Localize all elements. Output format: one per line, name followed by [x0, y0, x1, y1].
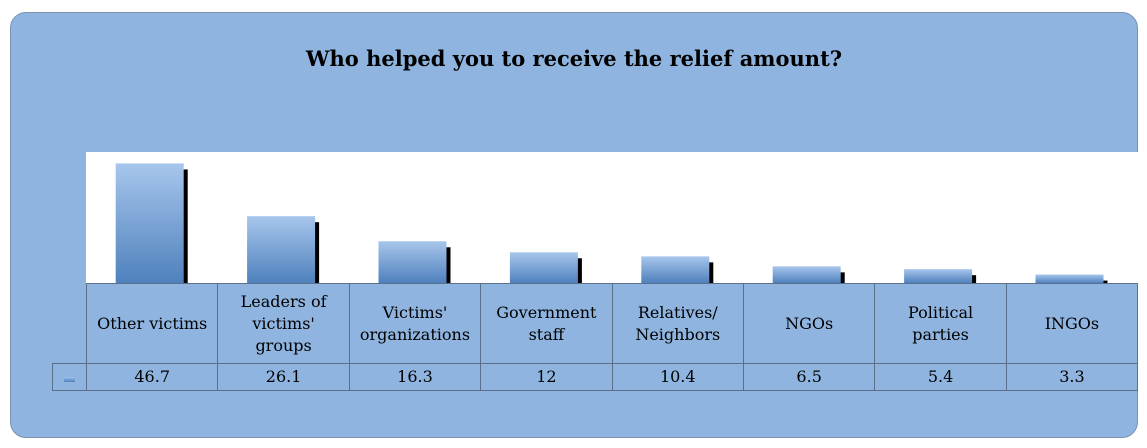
value-cell: 3.3	[1005, 363, 1139, 391]
value-cell: 6.5	[742, 363, 876, 391]
bar	[1035, 274, 1104, 283]
category-text: Leaders of	[240, 291, 327, 311]
chart-title: Who helped you to receive the relief amo…	[305, 46, 843, 71]
value-cell: 12	[480, 363, 613, 391]
category-text: victims'	[252, 313, 315, 333]
category-text: Other victims	[97, 313, 208, 333]
category-text: NGOs	[785, 313, 834, 333]
category-text: staff	[528, 324, 565, 344]
category-row: Other victims Leaders of victims' groups V…	[52, 283, 1139, 364]
table-corner	[52, 283, 87, 364]
category-label: Relatives/Neighbors	[611, 283, 744, 364]
category-label: NGOs	[742, 283, 876, 364]
value-cell: 46.7	[85, 363, 219, 391]
value-cell: 16.3	[348, 363, 482, 391]
category-label: Government staff	[480, 283, 613, 364]
category-label: Political parties	[874, 283, 1007, 364]
value-row: 46.7 26.1 16.3 12 10.4 6.5 5.4 3.3	[52, 363, 1139, 391]
category-label: Leaders of victims' groups	[217, 283, 350, 364]
bar	[641, 256, 710, 283]
bar	[247, 216, 316, 283]
value-cell: 10.4	[611, 363, 744, 391]
category-label: Other victims	[85, 283, 219, 364]
category-text: Victims'	[382, 302, 448, 322]
category-text: Government	[496, 302, 597, 322]
legend-key	[52, 363, 87, 391]
category-text: parties	[912, 324, 969, 344]
category-label: INGOs	[1005, 283, 1139, 364]
category-text: INGOs	[1044, 313, 1100, 333]
bar	[904, 269, 973, 283]
category-text: organizations	[359, 324, 471, 344]
category-text: Neighbors	[635, 324, 721, 344]
value-cell: 26.1	[217, 363, 350, 391]
bar	[115, 163, 184, 283]
category-text: Political	[907, 302, 974, 322]
data-table: Other victims Leaders of victims' groups V…	[52, 283, 1139, 391]
bar	[772, 266, 841, 283]
value-cell: 5.4	[874, 363, 1007, 391]
bar-chart	[115, 163, 1108, 283]
bar	[378, 241, 447, 283]
category-text: groups	[255, 335, 312, 355]
category-label: Victims' organizations	[348, 283, 482, 364]
category-text: Relatives/	[637, 302, 718, 322]
bar	[509, 252, 578, 283]
legend-key-swatch	[64, 377, 75, 382]
